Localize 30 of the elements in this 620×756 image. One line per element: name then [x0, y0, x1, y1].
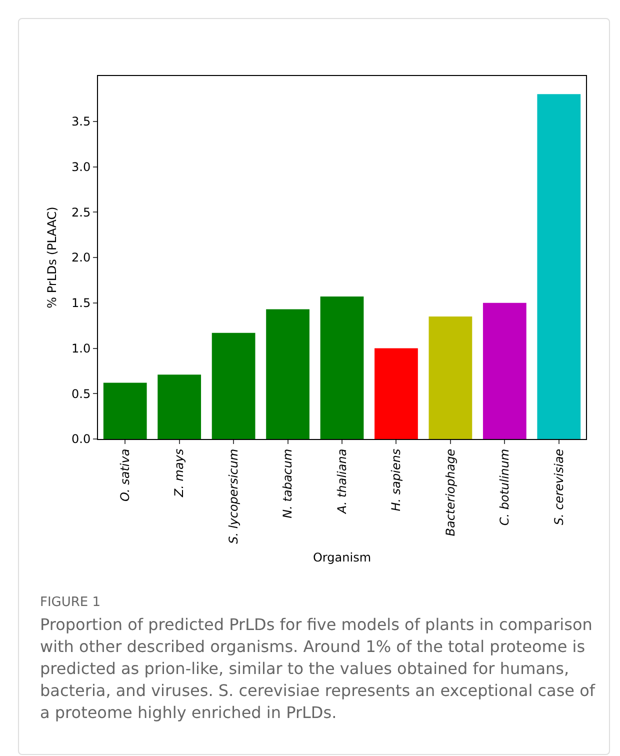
y-tick-label: 2.5 — [72, 205, 91, 220]
bar — [212, 332, 256, 439]
y-tick-label: 3.0 — [72, 160, 91, 174]
x-tick-label: O. sativa — [118, 448, 132, 502]
bar — [428, 316, 472, 439]
x-tick-label: Z. mays — [172, 448, 186, 498]
bar — [537, 94, 581, 439]
bar — [266, 309, 310, 439]
caption: FIGURE 1 — [40, 595, 102, 610]
y-tick-label: 2.0 — [72, 250, 91, 265]
x-tick-label: S. lycopersicum — [226, 448, 240, 544]
x-tick-label: A. thaliana — [334, 448, 349, 515]
x-tick-label: Bacteriophage — [443, 448, 458, 536]
x-tick-label: S. cerevisiae — [552, 448, 566, 526]
x-axis-title: Organism — [312, 550, 372, 565]
x-tick-label: N. tabacum — [280, 448, 295, 518]
bar — [103, 382, 147, 439]
bar — [158, 374, 202, 439]
bar — [374, 348, 418, 439]
bar — [320, 296, 364, 439]
y-axis-title: % PrLDs (PLAAC) — [44, 206, 59, 308]
y-tick-label: 3.5 — [72, 114, 91, 129]
text: Proportion of predicted PrLDs for five models of plants in comparison with other described organisms. Around 1% of the total proteome is predicted as prion-like, similar to the values obtained for humans, bacteria, and viruses. S. cerevisiae represents an exceptional case of a proteome highly enriched in PrLDs. — [40, 614, 596, 724]
y-tick-label: 1.5 — [72, 296, 91, 310]
y-tick-label: 0.5 — [72, 386, 91, 401]
y-tick-label: 0.0 — [72, 432, 91, 446]
x-tick-label: H. sapiens — [389, 448, 404, 512]
x-tick-label: C. botulinum — [498, 448, 512, 526]
y-tick-label: 1.0 — [72, 341, 91, 356]
bar — [482, 302, 526, 439]
